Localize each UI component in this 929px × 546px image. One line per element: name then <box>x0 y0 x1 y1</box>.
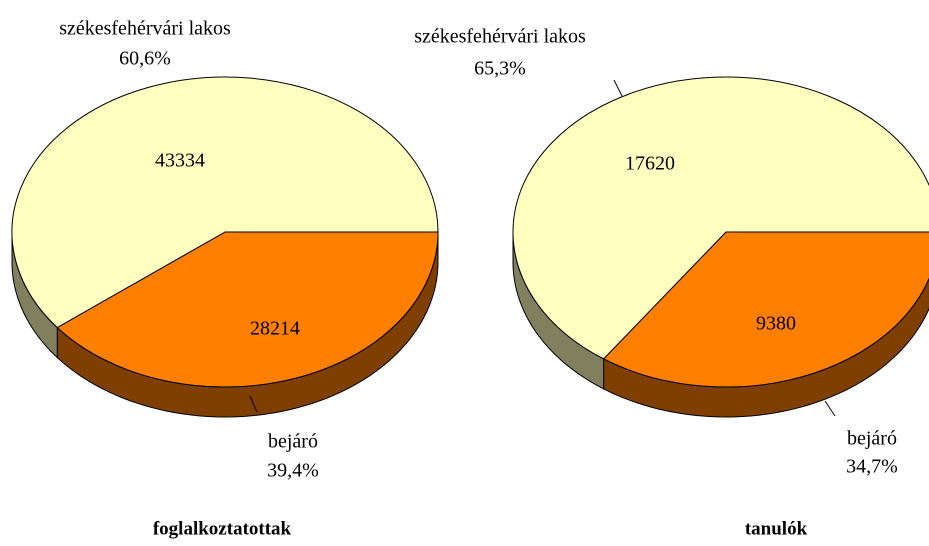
share-label: 39,4% <box>267 460 319 482</box>
share-label: 34,7% <box>846 456 898 478</box>
leader-line <box>613 79 623 97</box>
share-label: 60,6% <box>119 48 171 70</box>
value-label: 17620 <box>625 153 675 175</box>
category-label: székesfehérvári lakos <box>414 26 586 48</box>
share-label: 65,3% <box>474 58 526 80</box>
value-label: 43334 <box>155 150 205 172</box>
leader-line <box>249 395 258 413</box>
pie-slice <box>11 76 439 329</box>
pie-slice <box>512 76 929 360</box>
pie-slice <box>602 231 929 388</box>
value-label: 9380 <box>756 313 796 335</box>
category-label: bejáró <box>268 431 318 453</box>
chart-title: tanulók <box>745 518 808 539</box>
value-label: 28214 <box>250 318 300 340</box>
pie-slice <box>56 231 439 388</box>
category-label: székesfehérvári lakos <box>59 18 231 40</box>
category-label: bejáró <box>847 428 897 450</box>
chart-title: foglalkoztatottak <box>153 518 292 539</box>
leader-line <box>824 400 836 417</box>
